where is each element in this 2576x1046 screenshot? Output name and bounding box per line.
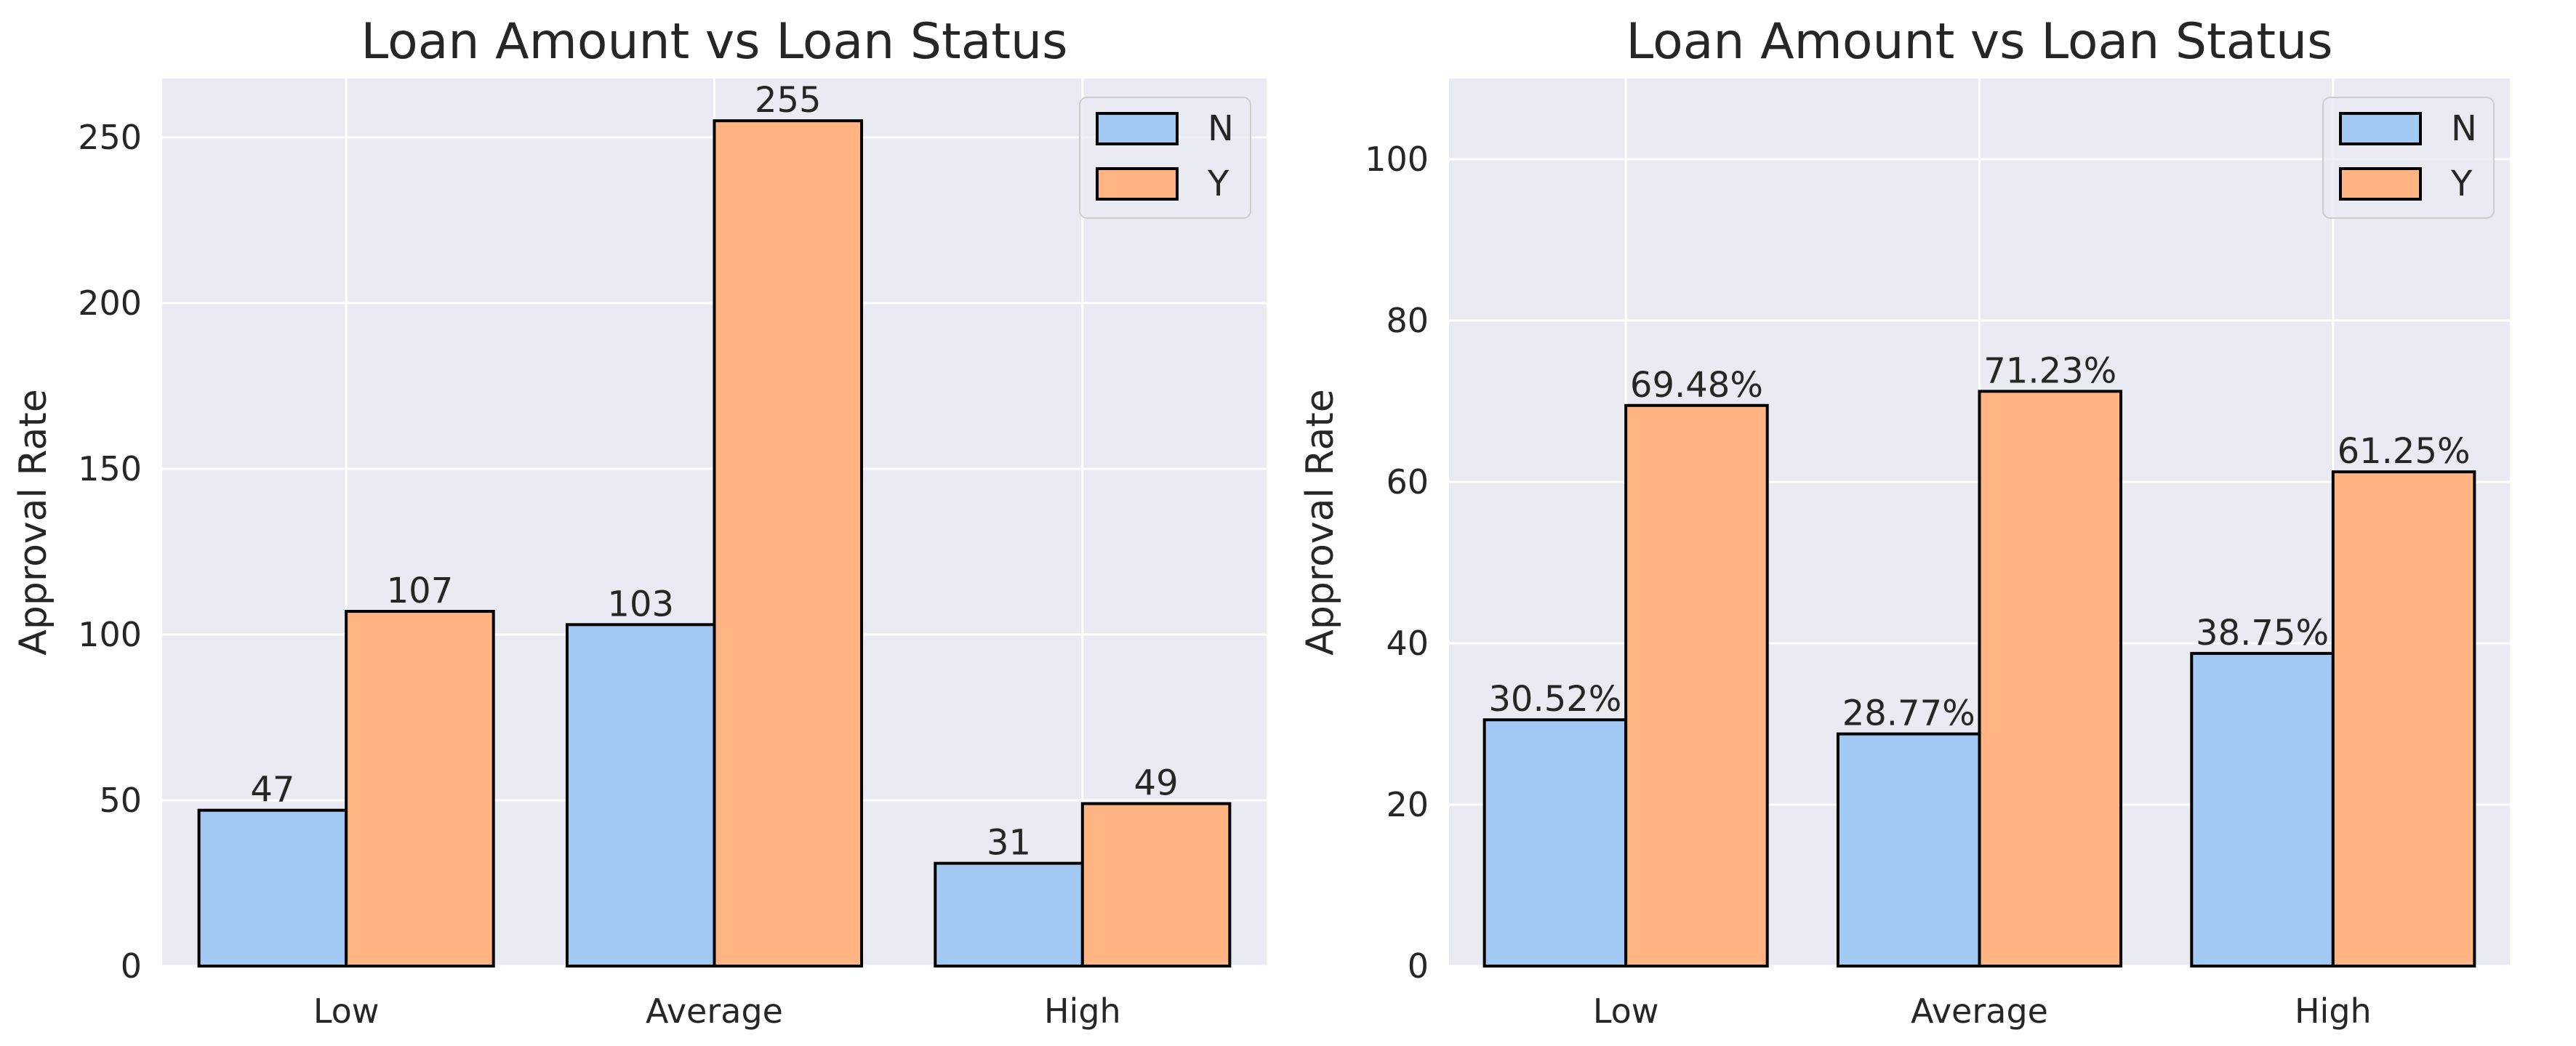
y-tick-label: 60 bbox=[1386, 462, 1429, 502]
x-tick-label: Low bbox=[1593, 991, 1659, 1031]
data-label-y: 69.48% bbox=[1630, 365, 1763, 406]
data-label-y: 49 bbox=[1134, 763, 1179, 804]
y-tick-label: 20 bbox=[1386, 785, 1429, 824]
bar-n bbox=[197, 808, 348, 967]
bar-y bbox=[713, 119, 864, 968]
x-tick-label: High bbox=[1044, 991, 1121, 1031]
bar-n bbox=[565, 623, 716, 968]
chart-title: Loan Amount vs Loan Status bbox=[1626, 13, 2332, 71]
x-tick-label: Average bbox=[646, 991, 783, 1031]
chart-title: Loan Amount vs Loan Status bbox=[361, 13, 1067, 71]
bar-y bbox=[1978, 390, 2123, 967]
y-tick-label: 100 bbox=[78, 615, 142, 654]
x-tick-label: Low bbox=[313, 991, 380, 1031]
y-tick-label: 0 bbox=[121, 946, 142, 986]
data-label-n: 30.52% bbox=[1488, 679, 1621, 720]
y-tick-label: 0 bbox=[1408, 946, 1429, 986]
data-label-n: 38.75% bbox=[2196, 613, 2329, 653]
legend-label-n: N bbox=[2451, 108, 2477, 149]
bar-n bbox=[934, 861, 1084, 967]
bar-y bbox=[345, 610, 495, 967]
bar-y bbox=[1624, 403, 1769, 967]
y-tick-label: 100 bbox=[1365, 140, 1429, 179]
data-label-y: 107 bbox=[387, 571, 454, 611]
data-label-y: 71.23% bbox=[1983, 350, 2116, 391]
bar-n bbox=[1482, 718, 1628, 968]
data-label-n: 103 bbox=[607, 584, 674, 624]
legend-label-y: Y bbox=[2450, 164, 2473, 204]
legend-label-y: Y bbox=[1207, 164, 1229, 204]
y-tick-label: 50 bbox=[99, 781, 142, 820]
y-tick-label: 80 bbox=[1386, 301, 1429, 340]
y-tick-label: 40 bbox=[1386, 624, 1429, 663]
bar-y bbox=[1080, 802, 1232, 968]
y-axis-label: Approval Rate bbox=[12, 389, 55, 656]
y-tick-label: 250 bbox=[78, 118, 142, 157]
y-tick-label: 150 bbox=[78, 449, 142, 488]
data-label-n: 28.77% bbox=[1842, 693, 1975, 734]
loan-amount-percent-chart: 0 20 40 60 80 100 Low Average High 30.52% 28.77% 38… bbox=[1299, 13, 2510, 1031]
legend-swatch-n bbox=[1096, 112, 1179, 145]
data-label-n: 31 bbox=[987, 823, 1031, 864]
bar-n bbox=[2190, 651, 2335, 967]
legend-swatch-n bbox=[2339, 112, 2422, 145]
y-tick-label: 200 bbox=[78, 283, 142, 323]
legend-swatch-y bbox=[1096, 167, 1179, 201]
data-label-y: 255 bbox=[755, 80, 822, 121]
data-label-y: 61.25% bbox=[2338, 431, 2471, 472]
bar-n bbox=[1836, 732, 1981, 967]
bar-y bbox=[2331, 470, 2476, 967]
x-tick-label: Average bbox=[1911, 991, 2048, 1031]
data-label-n: 47 bbox=[250, 770, 294, 810]
legend-swatch-y bbox=[2339, 167, 2422, 201]
x-tick-label: High bbox=[2295, 991, 2372, 1031]
loan-amount-count-chart: 0 50 100 150 200 250 Low Average High 47 103 31 107 2… bbox=[12, 13, 1267, 1031]
y-axis-label: Approval Rate bbox=[1299, 389, 1342, 656]
legend-label-n: N bbox=[1208, 108, 1234, 149]
